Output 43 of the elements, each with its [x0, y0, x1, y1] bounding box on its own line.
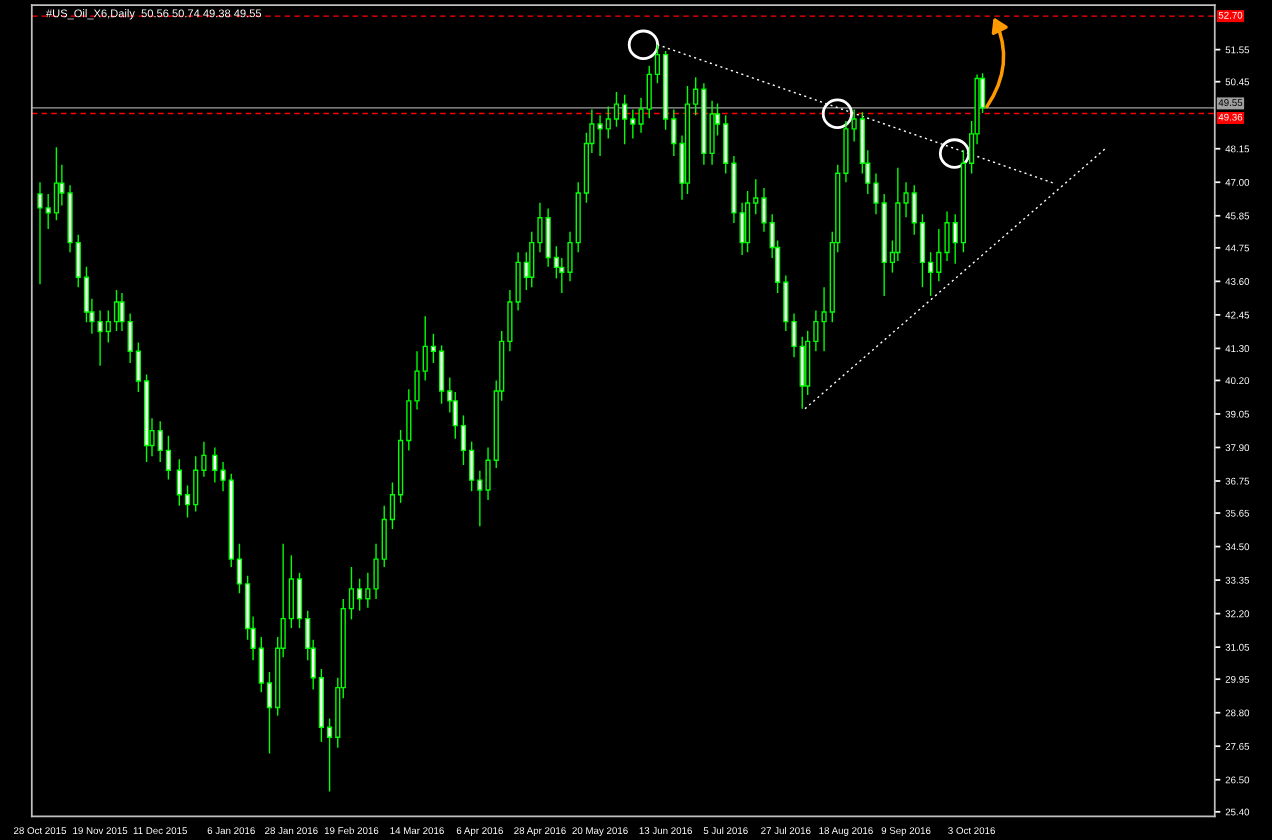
- x-tick-label: 14 Mar 2016: [390, 827, 444, 835]
- y-tick-label: 45.85: [1225, 212, 1250, 220]
- x-tick-label: 28 Apr 2016: [514, 827, 566, 836]
- y-tick-label: 35.65: [1225, 509, 1250, 517]
- y-tick-label: 33.35: [1225, 576, 1250, 584]
- chart-title: #US_Oil_X6,Daily 50.56 50.74 49.38 49.55: [46, 9, 262, 20]
- x-tick-label: 27 Jul 2016: [761, 826, 811, 835]
- y-tick-label: 26.50: [1225, 776, 1250, 784]
- x-tick-label: 19 Nov 2015: [73, 827, 128, 835]
- y-tick-label: 39.05: [1225, 410, 1250, 418]
- ref-line-label: 49.55: [1218, 99, 1243, 107]
- x-tick-label: 28 Jan 2016: [265, 827, 318, 835]
- y-tick-label: 41.30: [1225, 345, 1250, 352]
- y-tick-label: 47.00: [1225, 178, 1250, 186]
- x-tick-label: 5 Jul 2016: [703, 826, 748, 835]
- x-tick-label: 19 Feb 2016: [324, 826, 379, 835]
- y-tick-label: 25.40: [1225, 808, 1250, 816]
- x-tick-label: 6 Apr 2016: [456, 827, 503, 836]
- ref-line-label: 52.70: [1218, 11, 1243, 19]
- y-tick-label: 27.65: [1225, 742, 1250, 750]
- y-tick-label: 37.90: [1225, 444, 1250, 452]
- ref-line-label: 49.36: [1218, 113, 1243, 121]
- x-tick-label: 11 Dec 2015: [133, 827, 188, 835]
- x-tick-label: 9 Sep 2016: [881, 827, 931, 836]
- x-tick-label: 13 Jun 2016: [639, 827, 692, 835]
- y-tick-label: 32.20: [1225, 610, 1250, 618]
- y-tick-label: 34.50: [1225, 543, 1250, 551]
- y-tick-label: 50.45: [1225, 78, 1250, 86]
- y-tick-label: 42.45: [1225, 311, 1250, 319]
- x-tick-label: 18 Aug 2016: [819, 827, 873, 836]
- y-tick-label: 28.80: [1225, 709, 1250, 717]
- y-tick-label: 40.20: [1225, 377, 1250, 385]
- y-tick-label: 29.95: [1225, 675, 1250, 683]
- x-tick-label: 28 Oct 2015: [14, 827, 67, 835]
- x-tick-label: 6 Jan 2016: [207, 827, 255, 835]
- y-tick-label: 51.55: [1225, 46, 1250, 54]
- y-tick-label: 43.60: [1225, 278, 1250, 285]
- y-tick-label: 48.15: [1225, 145, 1250, 153]
- x-tick-label: 20 May 2016: [572, 827, 628, 836]
- y-tick-label: 31.05: [1225, 643, 1250, 651]
- y-tick-label: 44.75: [1225, 244, 1250, 252]
- y-tick-label: 36.75: [1225, 477, 1250, 485]
- x-tick-label: 3 Oct 2016: [948, 827, 995, 835]
